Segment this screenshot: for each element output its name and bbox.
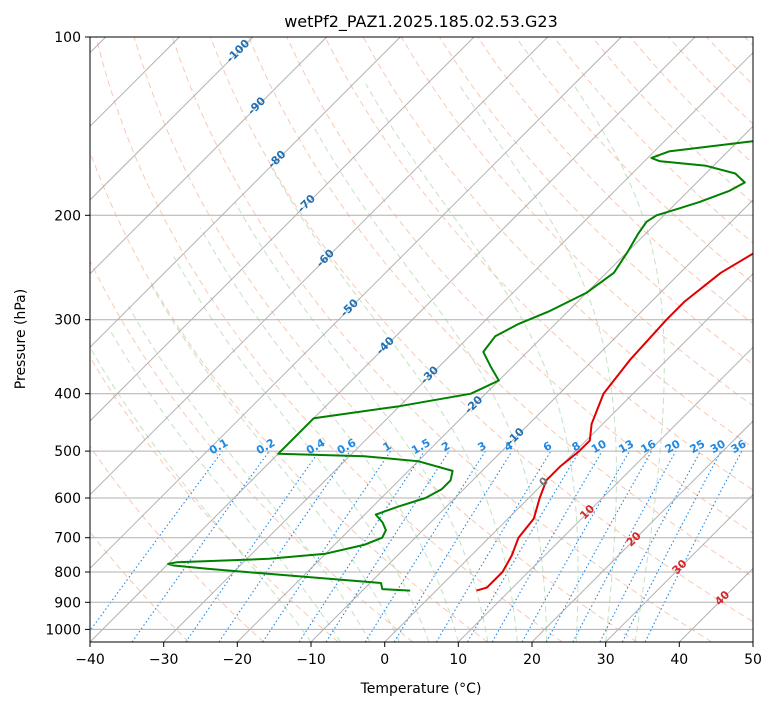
isotherm-lines (90, 37, 753, 642)
mixing-ratio-line (298, 450, 425, 642)
x-tick-label: 50 (744, 652, 762, 668)
moist-adiabat-line (365, 83, 579, 642)
isotherm-line (531, 420, 753, 642)
mixing-ratio-lines (90, 450, 743, 642)
mixing-ratio-line (545, 450, 653, 642)
moist-adiabat-line (128, 306, 371, 642)
isotherm-line (90, 37, 696, 642)
mixing-ratio-line (131, 450, 270, 642)
moist-adiabat-line (200, 227, 459, 642)
y-tick-label: 700 (54, 531, 81, 547)
isotherm-line (90, 37, 475, 422)
isotherm-line (90, 37, 254, 201)
y-axis-title: Pressure (hPa) (13, 289, 29, 389)
profile-lines (167, 140, 753, 592)
mixing-ratio-line (90, 450, 223, 632)
isotherm-line (605, 493, 753, 642)
x-tick-label: 10 (449, 652, 467, 668)
dry-adiabat-line (90, 445, 264, 642)
dry-adiabat-line (95, 37, 563, 642)
dry-adiabat-line (248, 37, 753, 578)
dry-adiabat-line (324, 37, 753, 491)
x-tick-label: 20 (523, 652, 541, 668)
isotherm-line (457, 346, 753, 642)
y-tick-label: 900 (54, 595, 81, 611)
y-tick-label: 600 (54, 491, 81, 507)
dry-adiabat-line (210, 37, 753, 623)
x-tick-label: −30 (149, 652, 179, 668)
moist-adiabat-line (149, 282, 400, 642)
mixing-ratio-line (262, 450, 392, 642)
isotherm-line (163, 51, 753, 642)
y-tick-label: 300 (54, 313, 81, 329)
x-tick-label: 0 (380, 652, 389, 668)
dry-adiabat-line (90, 259, 414, 642)
dewpoint-profile-line (167, 140, 753, 592)
chart-title: wetPf2_PAZ1.2025.185.02.53.G23 (284, 12, 558, 32)
mixing-ratio-line (185, 450, 320, 642)
mixing-ratio-line (521, 450, 630, 642)
isotherm-line (90, 37, 328, 275)
moist-adiabat-line (234, 201, 489, 642)
x-tick-label: −10 (296, 652, 326, 668)
mixing-ratio-line (572, 450, 677, 642)
mixing-ratio-line (218, 450, 351, 642)
pressure-gridlines (90, 37, 753, 630)
mixing-ratio-line (644, 450, 743, 642)
dry-adiabats (90, 37, 753, 642)
isotherm-line (90, 37, 549, 496)
mixing-ratio-line (325, 450, 450, 642)
plot-area (90, 37, 753, 642)
y-tick-label: 400 (54, 387, 81, 403)
moist-adiabat-line (572, 83, 665, 642)
y-tick-label: 100 (54, 30, 81, 46)
mixing-ratio-line (393, 450, 513, 642)
y-tick-label: 1000 (45, 622, 81, 638)
moist-adiabat-line (270, 165, 518, 642)
isotherm-line (236, 125, 753, 642)
moist-adiabat-line (458, 83, 617, 642)
y-tick-label: 500 (54, 444, 81, 460)
dry-adiabat-line (286, 37, 753, 534)
y-axis-ticks: 100 200 300 400 500 600 700 800 900 1000 (45, 30, 90, 638)
x-axis-title: Temperature (°C) (360, 681, 482, 697)
dry-adiabat-line (90, 356, 339, 642)
isotherm-line (90, 37, 401, 349)
x-tick-label: 40 (670, 652, 688, 668)
plot-frame (89, 36, 754, 643)
x-tick-label: −40 (75, 652, 105, 668)
dry-adiabat-line (133, 37, 638, 642)
x-axis-ticks: −40 −30 −20 −10 0 10 20 30 40 50 (75, 642, 762, 668)
isotherm-line (384, 272, 753, 642)
dry-adiabat-line (171, 37, 712, 642)
dry-adiabat-line (515, 37, 753, 284)
isotherm-line (310, 199, 753, 642)
y-tick-label: 200 (54, 208, 81, 224)
isotherm-line (90, 37, 622, 570)
temperature-profile-line (476, 252, 753, 592)
moist-adiabat-line (108, 327, 341, 642)
x-tick-label: 30 (597, 652, 615, 668)
y-tick-label: 800 (54, 565, 81, 581)
x-tick-label: −20 (223, 652, 253, 668)
moist-adiabat-line (173, 256, 430, 642)
